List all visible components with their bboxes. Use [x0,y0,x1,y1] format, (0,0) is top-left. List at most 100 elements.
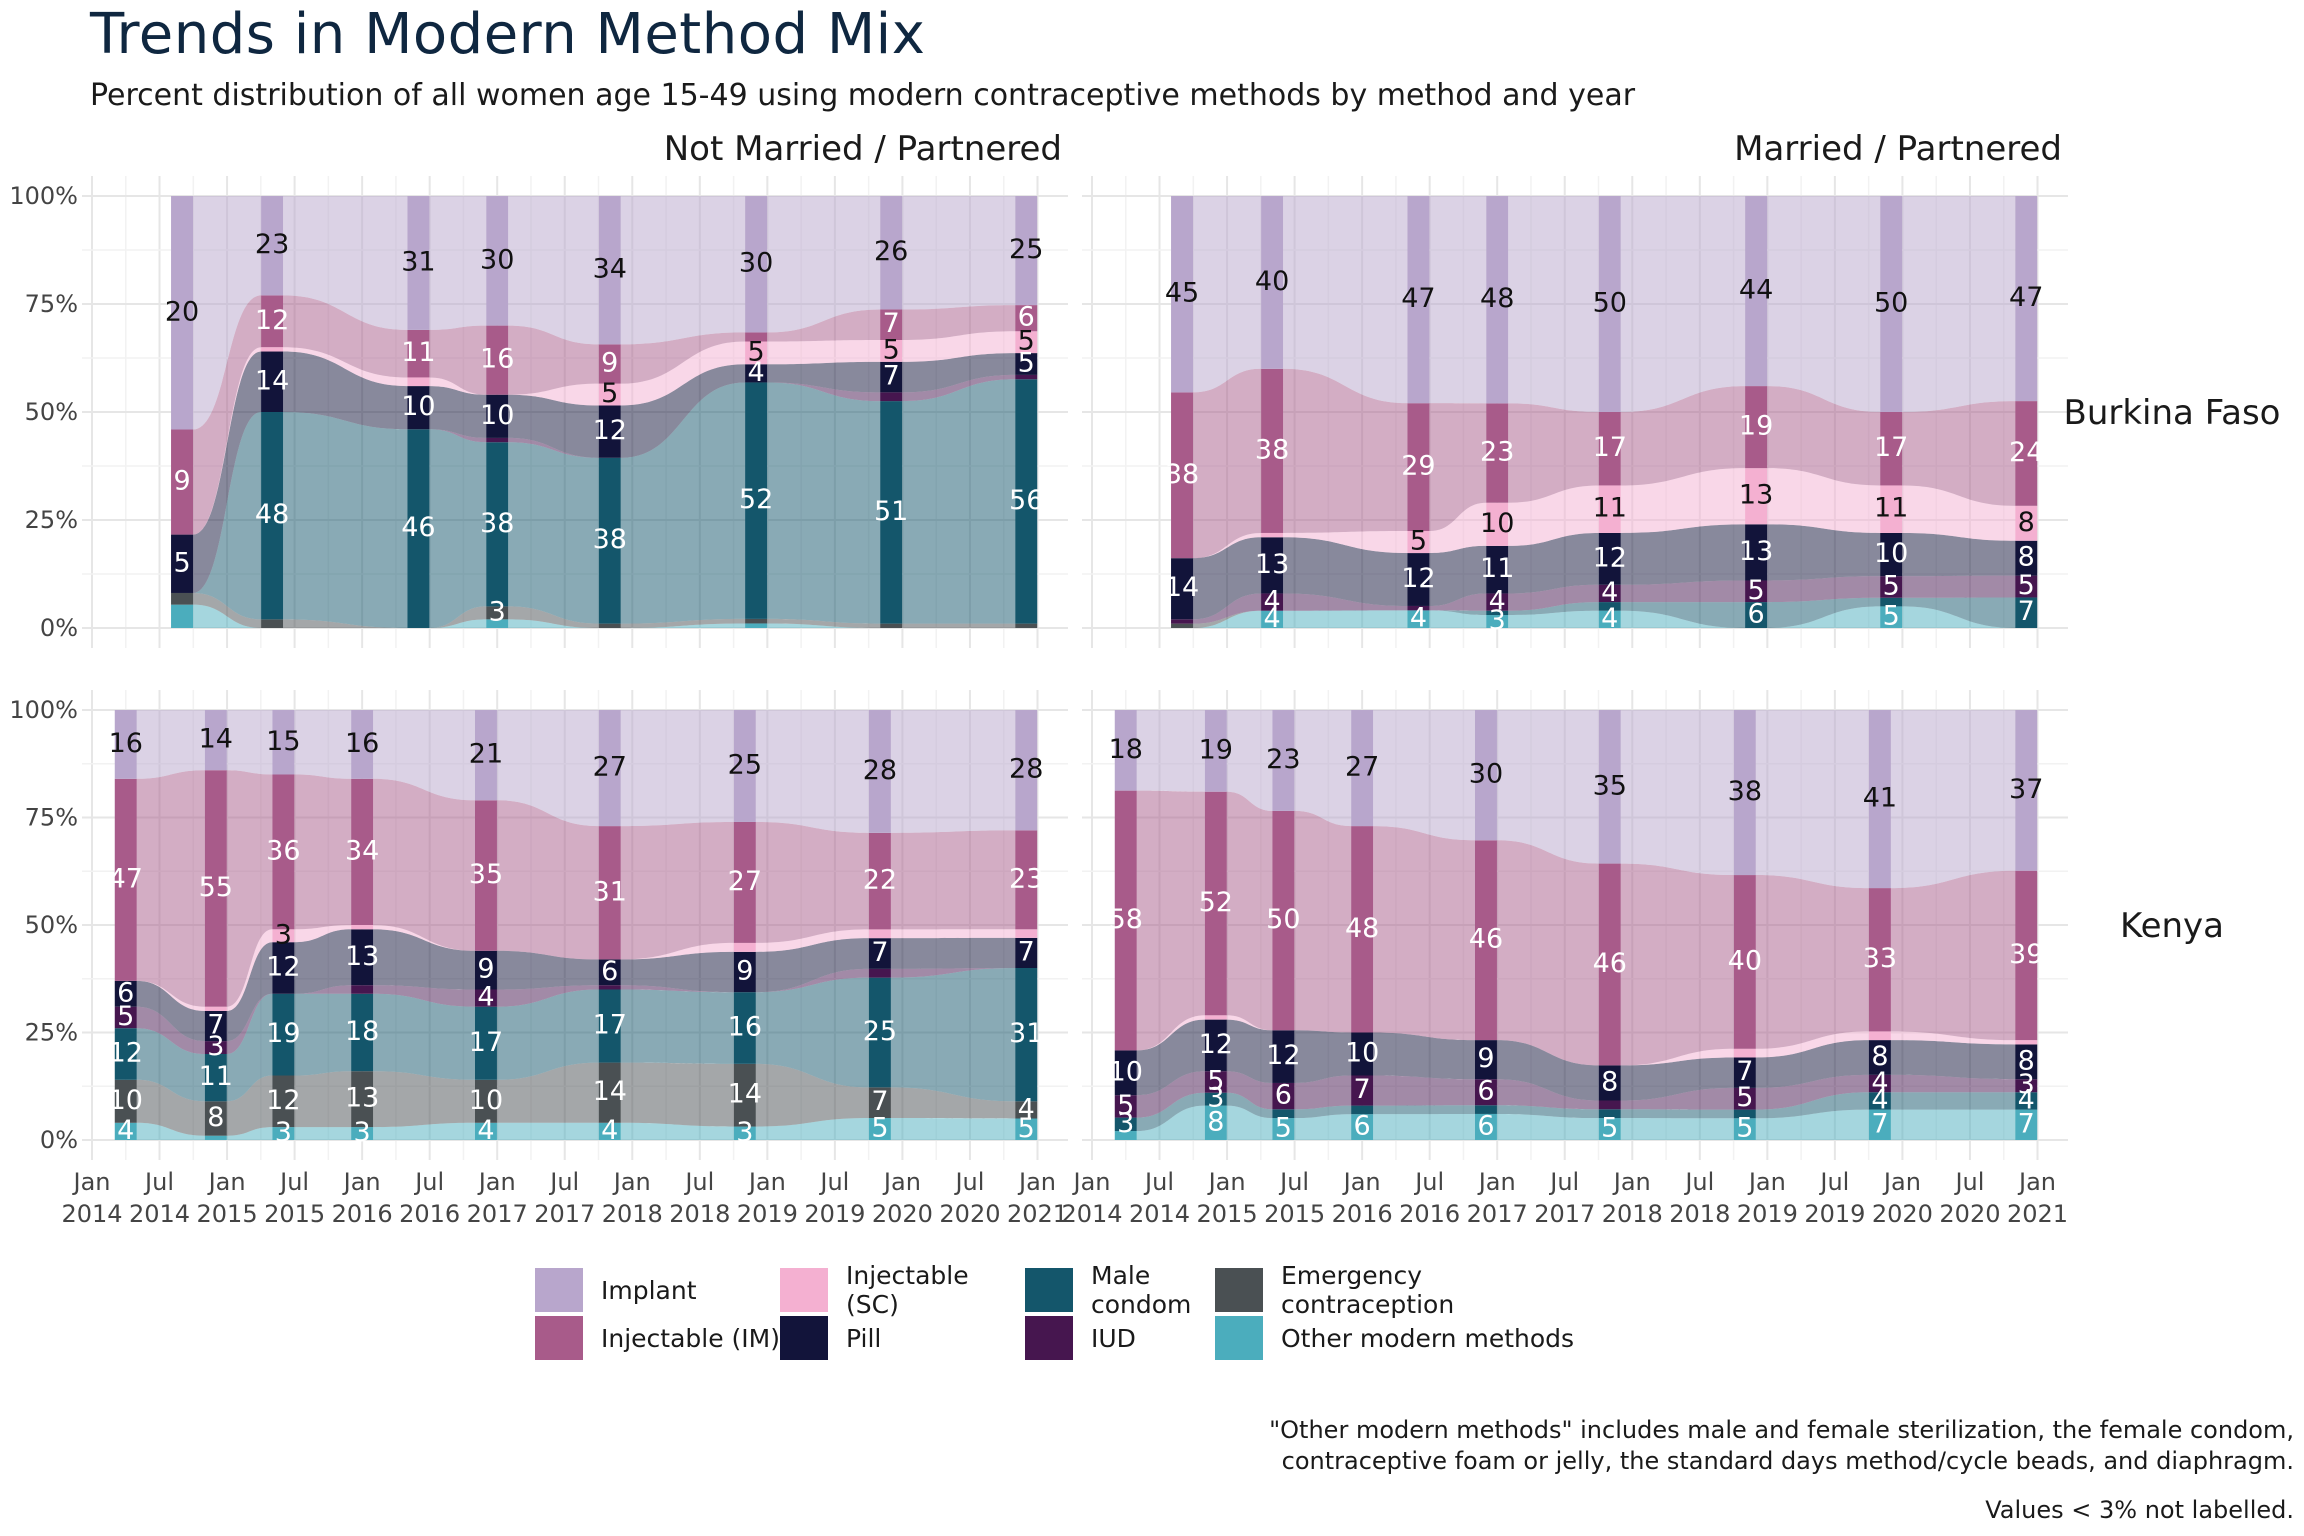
data-label: 17 [1593,432,1627,463]
x-tick-label-month: Jan [882,1168,921,1196]
x-tick-label-year: 2018 [1669,1200,1730,1228]
flow-implant [1226,710,1273,811]
legend-item: Implant [535,1268,780,1312]
data-label: 16 [109,728,143,759]
x-tick-label-month: Jan [1882,1168,1921,1196]
bar-segment-injectable-im- [1261,368,1284,533]
data-label: 17 [593,1010,627,1041]
x-tick-label-month: Jul [1143,1168,1174,1196]
flow-emergency-contraception [620,1062,734,1127]
data-label: 4 [747,357,764,388]
flow-injectable-sc- [902,331,1016,362]
flow-injectable-im- [1508,403,1599,503]
data-label: 3 [1207,1083,1224,1114]
data-label: 6 [1747,599,1764,630]
legend-label: Other modern methods [1281,1323,1575,1353]
data-label: 21 [469,739,503,770]
bar-segment-injectable-im- [1272,810,1295,1031]
x-tick-label-month: Jan [1747,1168,1786,1196]
chart-title: Trends in Modern Method Mix [90,2,926,67]
footnote-line-1: "Other modern methods" includes male and… [1269,1416,2294,1444]
flow-implant [1193,196,1262,393]
bar-segment-other-modern-methods [1868,1109,1891,1140]
flows-Kenya-Married / Partnered [1136,710,2016,1140]
data-label: 8 [207,1102,224,1133]
bar-segment-iud [1880,576,1903,598]
bar-segment-iud [1261,593,1284,611]
bar-segment-male-condom [1351,1105,1374,1115]
flow-iud [1890,1074,2016,1093]
bar-segment-other-modern-methods [351,1127,374,1140]
data-label: 6 [601,956,618,987]
flow-injectable-im- [1767,386,1881,486]
flow-other-modern-methods [890,1118,1016,1140]
flow-pill [1767,524,1881,581]
bar-segment-implant [1114,710,1137,791]
x-tick-label-month: Jan [477,1168,516,1196]
flow-implant [620,710,734,827]
legend-item: Injectable (IM) [535,1316,780,1360]
flow-injectable-sc- [283,347,408,387]
bar-segment-injectable-im- [733,821,756,943]
bar-segment-pill [598,959,621,986]
bar-segment-emergency-contraception [1015,1101,1038,1119]
flow-iud [1902,575,2016,598]
flow-injectable-im- [1294,810,1352,1033]
bar-segment-pill [733,951,756,993]
bar-segment-injectable-im- [598,344,621,384]
data-label: 9 [601,348,618,379]
x-tick-label-year: 2016 [1399,1200,1460,1228]
data-label: 55 [199,872,233,903]
flow-other-modern-methods [136,1122,205,1140]
bar-segment-other-modern-methods [486,619,509,628]
data-label: 5 [2018,570,2035,601]
bar-segment-pill [1474,1040,1497,1080]
data-label: 5 [1275,1113,1292,1144]
x-tick-label-year: 2019 [1737,1200,1798,1228]
bar-segment-pill [1598,1065,1621,1101]
bar-segment-implant [261,196,284,296]
data-label: 7 [871,937,888,968]
data-label: 12 [1401,563,1435,594]
flow-male-condom [373,993,475,1080]
x-tick-label-month: Jul [143,1168,174,1196]
data-label: 5 [117,1001,134,1032]
bar-segment-male-condom [407,429,430,628]
legend-swatch [535,1316,583,1360]
flow-injectable-im- [620,332,746,384]
bar-segment-emergency-contraception [868,1087,891,1119]
flow-pill [1226,1019,1273,1083]
bar-segment-pill [1351,1032,1374,1076]
y-tick-label: 25% [25,1019,78,1047]
bar-segment-pill [1114,1050,1137,1096]
bar-segment-male-condom [204,1054,227,1102]
data-label: 5 [1747,575,1764,606]
x-tick-label-year: 2015 [197,1200,258,1228]
data-label: 38 [593,524,627,555]
bar-segment-iud [474,989,497,1007]
flow-other-modern-methods [294,1127,352,1140]
data-label: 39 [2009,939,2043,970]
flow-pill [767,361,881,393]
bar-segment-male-condom [880,401,903,624]
data-label: 3 [207,1031,224,1062]
legend-swatch [1215,1268,1263,1312]
data-label: 10 [401,391,435,422]
flow-male-condom [1508,602,1599,616]
flow-iud [496,985,599,1007]
flow-iud [1755,1074,1869,1110]
flow-male-condom [1373,1105,1475,1115]
bar-segment-male-condom [486,442,509,607]
bar-segment-emergency-contraception [272,1075,295,1128]
bar-segment-male-condom [351,993,374,1072]
bar-segment-injectable-im- [272,774,295,930]
bar-segment-injectable-im- [114,778,137,981]
bar-segment-other-modern-methods [1204,1105,1227,1140]
data-label: 9 [736,956,753,987]
bar-segment-injectable-sc- [1204,1015,1227,1020]
x-tick-label-year: 2018 [602,1200,663,1228]
data-label: 28 [1009,754,1043,785]
bar-segment-emergency-contraception [204,1101,227,1136]
y-tick-label: 25% [25,506,78,534]
flow-pill [429,386,487,438]
